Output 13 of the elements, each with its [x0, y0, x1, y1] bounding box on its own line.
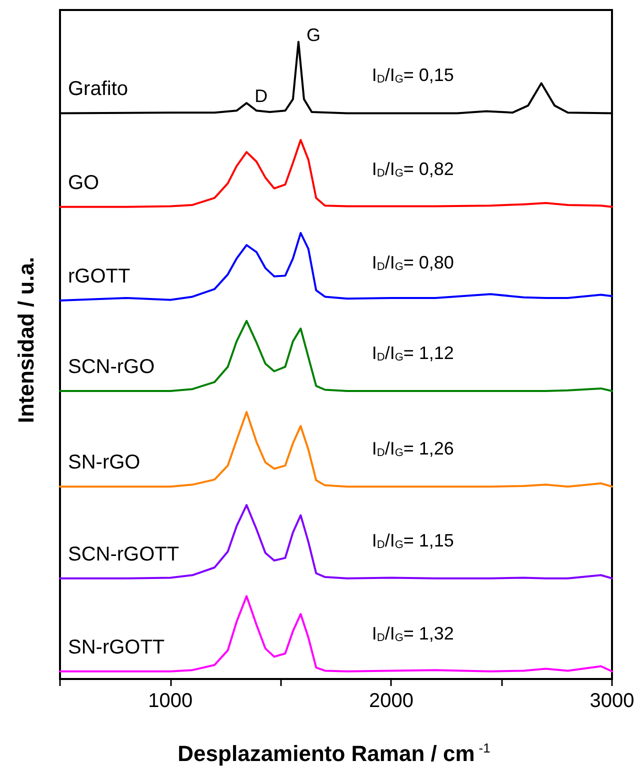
series-label: GO [68, 172, 100, 194]
x-tick-label: 1000 [148, 690, 193, 712]
annotation: G [306, 24, 320, 45]
annotation: D [254, 86, 268, 106]
series-label: rGOTT [68, 266, 130, 288]
y-axis-title: Intensidad / u.a. [14, 256, 38, 424]
x-tick-label: 3000 [590, 690, 634, 712]
series-label: SN-rGOTT [68, 636, 165, 658]
x-tick-label: 2000 [368, 690, 414, 712]
series-label: SCN-rGOTT [68, 543, 180, 566]
series-label: SCN-rGO [68, 356, 155, 378]
series-label: SN-rGO [68, 452, 140, 474]
series-label: Grafito [68, 78, 128, 100]
